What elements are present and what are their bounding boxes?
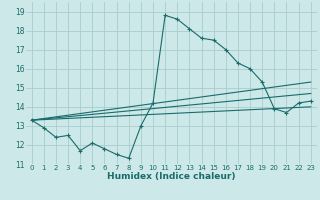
- X-axis label: Humidex (Indice chaleur): Humidex (Indice chaleur): [107, 172, 236, 181]
